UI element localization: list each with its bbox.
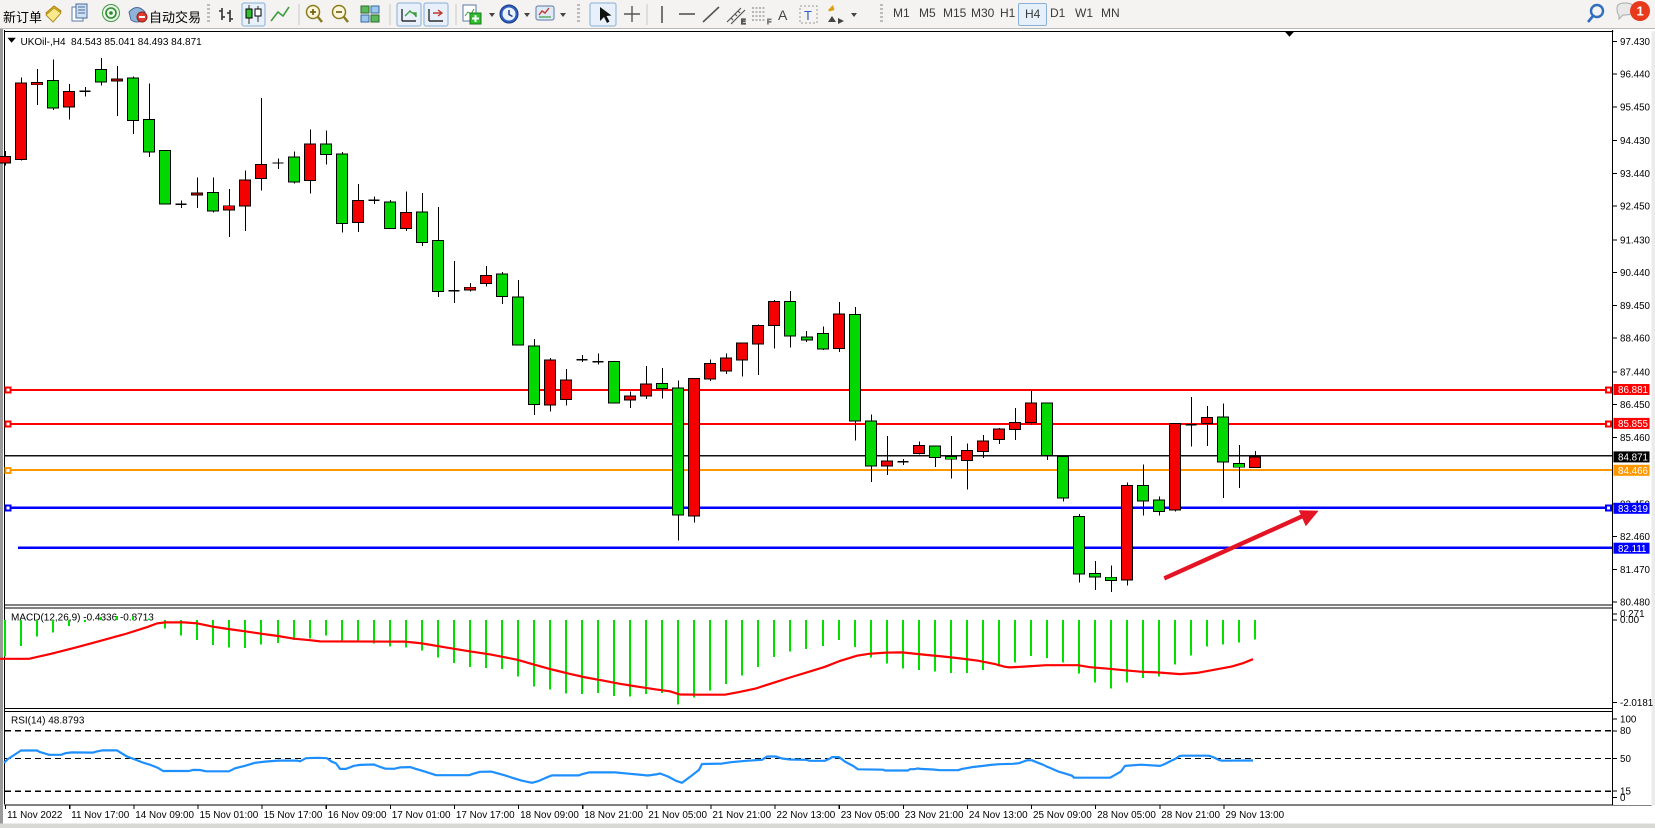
svg-text:95.450: 95.450: [1620, 102, 1651, 113]
svg-text:28 Nov 05:00: 28 Nov 05:00: [1097, 810, 1156, 821]
svg-text:86.881: 86.881: [1618, 385, 1648, 396]
svg-text:RSI(14) 48.8793: RSI(14) 48.8793: [11, 716, 85, 727]
svg-text:15 Nov 01:00: 15 Nov 01:00: [200, 810, 259, 821]
svg-text:0.271: 0.271: [1620, 609, 1645, 620]
svg-text:94.430: 94.430: [1620, 136, 1651, 147]
svg-text:97.430: 97.430: [1620, 37, 1651, 48]
svg-text:81.470: 81.470: [1620, 565, 1651, 576]
svg-text:0.00: 0.00: [1620, 615, 1640, 626]
svg-text:-2.0181: -2.0181: [1620, 698, 1653, 709]
svg-text:T: T: [804, 8, 812, 23]
svg-text:84.466: 84.466: [1618, 466, 1649, 477]
svg-text:16 Nov 09:00: 16 Nov 09:00: [328, 810, 387, 821]
svg-text:87.440: 87.440: [1620, 367, 1651, 378]
svg-text:UKOil-,H4 84.543 85.041 84.49: UKOil-,H4 84.543 85.041 84.493 84.871: [21, 37, 203, 48]
svg-text:84.871: 84.871: [1618, 453, 1648, 464]
svg-text:23 Nov 21:00: 23 Nov 21:00: [905, 810, 964, 821]
svg-text:91.430: 91.430: [1620, 235, 1651, 246]
svg-text:18 Nov 09:00: 18 Nov 09:00: [520, 810, 579, 821]
svg-text:15 Nov 17:00: 15 Nov 17:00: [264, 810, 323, 821]
svg-text:85.460: 85.460: [1620, 433, 1651, 444]
svg-text:0: 0: [1620, 793, 1626, 804]
svg-text:11 Nov 17:00: 11 Nov 17:00: [71, 810, 130, 821]
svg-text:F: F: [767, 19, 771, 26]
svg-text:88.460: 88.460: [1620, 334, 1651, 345]
svg-text:22 Nov 13:00: 22 Nov 13:00: [777, 810, 836, 821]
svg-text:80: 80: [1620, 726, 1631, 737]
svg-text:50: 50: [1620, 754, 1631, 765]
svg-text:17 Nov 17:00: 17 Nov 17:00: [456, 810, 515, 821]
svg-text:MACD(12,26,9) -0.4336 -0.8713: MACD(12,26,9) -0.4336 -0.8713: [11, 613, 154, 624]
svg-text:1: 1: [1637, 4, 1644, 19]
svg-text:82.460: 82.460: [1620, 532, 1651, 543]
svg-text:11 Nov 2022: 11 Nov 2022: [7, 810, 62, 821]
svg-text:14 Nov 09:00: 14 Nov 09:00: [135, 810, 194, 821]
svg-text:18 Nov 21:00: 18 Nov 21:00: [584, 810, 643, 821]
svg-text:15: 15: [1620, 787, 1631, 798]
svg-text:24 Nov 13:00: 24 Nov 13:00: [969, 810, 1028, 821]
svg-text:85.855: 85.855: [1618, 419, 1649, 430]
svg-text:23 Nov 05:00: 23 Nov 05:00: [841, 810, 900, 821]
svg-text:29 Nov 13:00: 29 Nov 13:00: [1225, 810, 1284, 821]
svg-text:28 Nov 21:00: 28 Nov 21:00: [1161, 810, 1220, 821]
svg-text:A: A: [778, 7, 788, 23]
svg-text:21 Nov 05:00: 21 Nov 05:00: [648, 810, 707, 821]
svg-text:21 Nov 21:00: 21 Nov 21:00: [712, 810, 771, 821]
svg-text:96.440: 96.440: [1620, 70, 1651, 81]
svg-text:93.440: 93.440: [1620, 169, 1651, 180]
svg-text:92.450: 92.450: [1620, 202, 1651, 213]
svg-text:86.450: 86.450: [1620, 400, 1651, 411]
svg-text:80.480: 80.480: [1620, 598, 1651, 609]
svg-text:90.440: 90.440: [1620, 268, 1651, 279]
svg-text:E: E: [741, 19, 746, 26]
svg-text:100: 100: [1620, 714, 1637, 725]
svg-text:89.450: 89.450: [1620, 301, 1651, 312]
svg-text:17 Nov 01:00: 17 Nov 01:00: [392, 810, 451, 821]
svg-text:25 Nov 09:00: 25 Nov 09:00: [1033, 810, 1092, 821]
svg-text:83.319: 83.319: [1618, 504, 1648, 515]
svg-text:82.111: 82.111: [1618, 544, 1647, 555]
